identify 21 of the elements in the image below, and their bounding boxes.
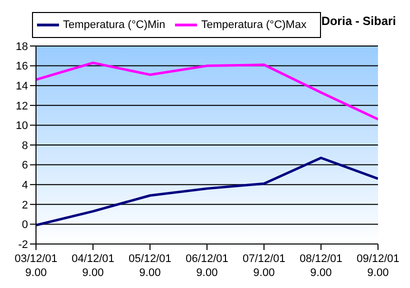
y-tick-label: 0 bbox=[22, 219, 28, 232]
y-tick-label: -2 bbox=[18, 238, 28, 251]
legend-label: Temperatura (°C)Min bbox=[63, 18, 166, 31]
y-tick-label: 12 bbox=[16, 100, 28, 112]
y-tick-label: 18 bbox=[16, 40, 28, 53]
chart-title: Doria - Sibari bbox=[321, 14, 396, 28]
x-tick-label: 06/12/01 9.00 bbox=[186, 253, 228, 279]
y-tick-label: 6 bbox=[22, 160, 28, 172]
x-tick-label: 09/12/01 9.00 bbox=[356, 253, 400, 279]
y-tick-label: 14 bbox=[16, 80, 28, 93]
x-tick-label: 07/12/01 9.00 bbox=[242, 253, 286, 279]
x-tick-label: 03/12/01 9.00 bbox=[14, 253, 58, 279]
y-tick-label: 16 bbox=[16, 60, 28, 73]
x-tick-label: 05/12/01 9.00 bbox=[128, 253, 172, 279]
y-tick-label: 4 bbox=[22, 180, 28, 192]
y-tick-label: 2 bbox=[22, 199, 28, 212]
y-tick-label: 10 bbox=[16, 120, 28, 132]
y-tick-label: 8 bbox=[22, 140, 28, 152]
legend-label: Temperatura (°C)Max bbox=[201, 18, 306, 31]
x-tick-label: 04/12/01 9.00 bbox=[72, 253, 114, 279]
x-tick-label: 08/12/01 9.00 bbox=[300, 253, 342, 279]
